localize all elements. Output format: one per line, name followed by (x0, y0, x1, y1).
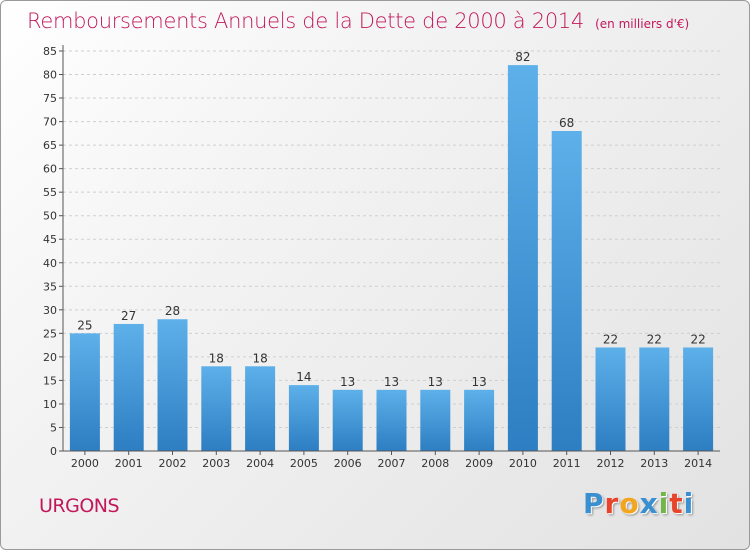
x-tick-label: 2000 (71, 457, 99, 470)
bar (683, 347, 714, 451)
bar (157, 319, 188, 451)
commune-name: URGONS (39, 495, 120, 517)
x-tick-label: 2012 (597, 457, 625, 470)
bar (288, 385, 319, 451)
x-tick-label: 2007 (378, 457, 406, 470)
y-tick-label: 75 (43, 92, 57, 105)
bar (69, 333, 100, 451)
y-tick-label: 35 (43, 280, 57, 293)
bar (332, 389, 363, 451)
bar (464, 389, 495, 451)
x-tick-label: 2011 (553, 457, 581, 470)
logo-letter: i (658, 487, 670, 520)
y-tick-label: 50 (43, 210, 57, 223)
bar (113, 323, 144, 451)
y-tick-label: 30 (43, 304, 57, 317)
bar-value-label: 14 (296, 370, 311, 384)
x-tick-label: 2001 (115, 457, 143, 470)
proxiti-logo: Proxiti (583, 487, 694, 520)
y-tick-label: 85 (43, 45, 57, 58)
bar-value-label: 18 (252, 351, 267, 365)
bar-value-label: 22 (690, 332, 705, 346)
labels: 0 5 10 15 20 25 30 35 40 45 50 55 60 65 70 75 80 85 25 2000… (43, 45, 712, 470)
x-tick-label: 2013 (640, 457, 668, 470)
bar-value-label: 22 (647, 332, 662, 346)
logo-letter: o (619, 487, 640, 520)
bar-value-label: 18 (209, 351, 224, 365)
x-tick-label: 2014 (684, 457, 712, 470)
y-tick-label: 70 (43, 116, 57, 129)
bar-value-label: 13 (340, 375, 355, 389)
bars (69, 65, 714, 451)
bar (420, 389, 451, 451)
logo-letter: x (639, 487, 659, 520)
x-tick-label: 2005 (290, 457, 318, 470)
bar (376, 389, 407, 451)
y-tick-label: 55 (43, 186, 57, 199)
y-tick-label: 80 (43, 69, 57, 82)
x-tick-label: 2010 (509, 457, 537, 470)
y-tick-label: 0 (50, 445, 57, 458)
y-tick-label: 15 (43, 374, 57, 387)
x-tick-label: 2002 (159, 457, 187, 470)
bar (551, 131, 582, 451)
axes (59, 45, 720, 455)
x-tick-label: 2009 (465, 457, 493, 470)
x-tick-label: 2003 (202, 457, 230, 470)
bar-value-label: 28 (165, 304, 180, 318)
chart-title: Remboursements Annuels de la Dette de 20… (27, 9, 689, 33)
bar-value-label: 27 (121, 309, 136, 323)
bar (595, 347, 626, 451)
y-tick-label: 10 (43, 398, 57, 411)
bar (639, 347, 670, 451)
y-tick-label: 65 (43, 139, 57, 152)
bar-value-label: 25 (77, 318, 92, 332)
y-tick-label: 5 (50, 421, 57, 434)
y-tick-label: 25 (43, 327, 57, 340)
bar-value-label: 22 (603, 332, 618, 346)
y-tick-label: 60 (43, 163, 57, 176)
logo-letter: t (669, 487, 684, 520)
logo-letter: i (683, 487, 695, 520)
x-tick-label: 2006 (334, 457, 362, 470)
chart-title-main: Remboursements Annuels de la Dette de 20… (27, 9, 584, 33)
y-tick-label: 45 (43, 233, 57, 246)
bar (201, 366, 232, 451)
bar (507, 65, 538, 451)
bar-value-label: 82 (515, 50, 530, 64)
x-tick-label: 2004 (246, 457, 274, 470)
bar-value-label: 13 (471, 375, 486, 389)
bar-value-label: 68 (559, 116, 574, 130)
bar-value-label: 13 (384, 375, 399, 389)
chart-unit-note: (en milliers d'€) (595, 17, 690, 31)
logo-letter: r (604, 487, 620, 520)
logo-letter: P (583, 487, 605, 520)
y-tick-label: 40 (43, 257, 57, 270)
y-tick-label: 20 (43, 351, 57, 364)
x-tick-label: 2008 (421, 457, 449, 470)
bar-value-label: 13 (428, 375, 443, 389)
bar (245, 366, 276, 451)
